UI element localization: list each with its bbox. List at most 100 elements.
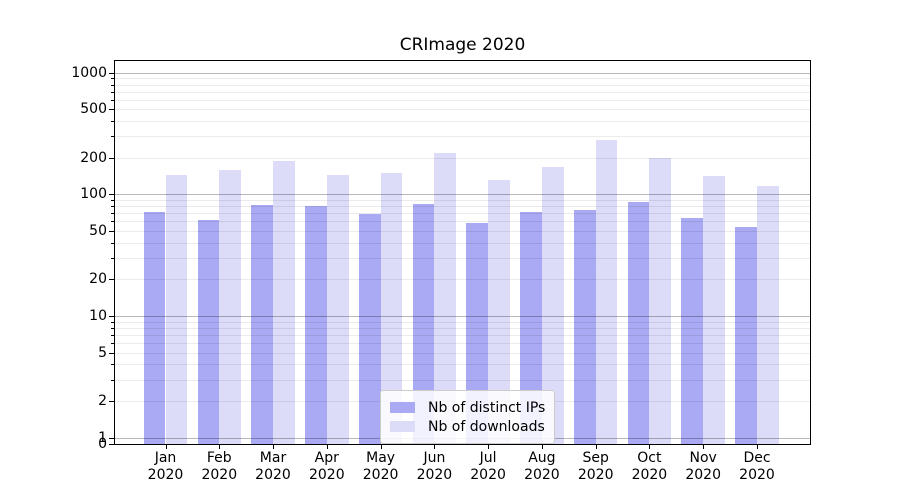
y-minor-tick-mark [111, 321, 114, 323]
bar-downloads-sep [595, 139, 618, 444]
y-tick-mark [109, 230, 114, 232]
month-year: 2020 [739, 467, 775, 483]
bar-distinct-ips-oct [627, 201, 650, 444]
month-label-jul: Jul 2020 [460, 450, 516, 484]
y-minor-tick-mark [111, 199, 114, 201]
y-minor-tick-mark [111, 213, 114, 215]
gridline-minor [115, 221, 810, 223]
x-tick-mark [757, 445, 758, 449]
bar-distinct-ips-mar [251, 204, 273, 444]
y-minor-tick-mark [111, 342, 114, 344]
month-label-nov: Nov 2020 [675, 450, 731, 484]
y-minor-tick-mark [111, 99, 114, 101]
gridline-minor [115, 321, 810, 323]
bar-distinct-ips-jan [143, 211, 166, 444]
y-tick-label: 1000 [71, 64, 107, 81]
month-name: Sep [582, 450, 609, 466]
y-tick-mark [109, 444, 114, 445]
month-label-mar: Mar 2020 [245, 450, 301, 484]
month-label-apr: Apr 2020 [299, 450, 355, 484]
month-year: 2020 [577, 467, 614, 483]
y-tick-label: 10 [89, 307, 107, 324]
y-minor-tick-mark [111, 121, 114, 123]
month-name: Oct [637, 450, 662, 466]
bar-distinct-ips-sep [573, 209, 596, 444]
gridline-minor [115, 199, 810, 201]
gridline-minor [115, 109, 810, 111]
month-name: Jun [423, 450, 446, 466]
gridline-minor [115, 352, 810, 354]
gridline-minor [115, 136, 810, 138]
gridline-minor [115, 279, 810, 281]
chart-title: CRImage 2020 [399, 35, 526, 55]
legend-label-distinct-ips: Nb of distinct IPs [428, 399, 546, 416]
y-minor-tick-mark [111, 327, 114, 329]
month-label-dec: Dec 2020 [729, 450, 785, 484]
y-tick-mark [109, 400, 114, 402]
gridline-minor [115, 213, 810, 215]
month-label-may: May 2020 [353, 450, 409, 484]
legend-item-downloads: Nb of downloads [390, 418, 545, 435]
y-minor-tick-mark [111, 334, 114, 336]
month-label-jun: Jun 2020 [406, 450, 462, 484]
y-tick-mark [109, 157, 114, 159]
month-year: 2020 [470, 467, 506, 483]
y-minor-tick-mark [111, 136, 114, 138]
gridline-minor [115, 78, 810, 80]
legend-item-distinct-ips: Nb of distinct IPs [390, 399, 545, 416]
bar-downloads-mar [273, 161, 295, 444]
month-name: May [366, 450, 396, 466]
month-name: Feb [206, 450, 232, 466]
y-tick-mark [109, 72, 114, 74]
month-name: Nov [689, 450, 717, 466]
month-label-sep: Sep 2020 [568, 450, 624, 484]
gridline-minor [115, 84, 810, 86]
gridline-major [115, 194, 810, 196]
y-minor-tick-mark [111, 91, 114, 93]
month-name: Jul [479, 450, 497, 466]
gridline-minor [115, 257, 810, 259]
gridline-major [115, 72, 810, 74]
bar-distinct-ips-dec [735, 226, 757, 444]
month-year: 2020 [308, 467, 345, 483]
month-year: 2020 [524, 467, 560, 483]
legend-swatch-downloads [390, 421, 415, 432]
x-tick-mark [595, 445, 597, 449]
bar-downloads-jun [434, 152, 457, 444]
month-year: 2020 [631, 467, 668, 483]
y-tick-label: 1 [98, 429, 107, 446]
y-tick-label: 200 [80, 149, 107, 166]
y-tick-label: 50 [89, 222, 107, 239]
x-tick-mark [541, 445, 543, 449]
bar-downloads-jan [165, 175, 188, 444]
bar-downloads-nov [703, 175, 725, 444]
gridline-minor [115, 206, 810, 208]
gridline-minor [115, 121, 810, 123]
month-year: 2020 [255, 467, 291, 483]
x-tick-mark [273, 445, 274, 449]
gridline-minor [115, 99, 810, 101]
gridline-minor [115, 334, 810, 336]
y-tick-label: 100 [80, 186, 107, 203]
bar-distinct-ips-nov [681, 217, 704, 444]
y-tick-label: 0 [98, 436, 107, 452]
month-name: Aug [528, 450, 556, 466]
month-name: Apr [314, 450, 339, 466]
y-minor-tick-mark [111, 84, 114, 86]
y-minor-tick-mark [111, 78, 114, 80]
month-name: Jan [154, 450, 177, 466]
y-tick-label: 20 [89, 271, 107, 288]
month-label-aug: Aug 2020 [514, 450, 570, 484]
x-tick-mark [703, 445, 705, 449]
bar-downloads-jul [488, 180, 510, 444]
y-minor-tick-mark [111, 364, 114, 366]
month-year: 2020 [201, 467, 238, 483]
legend-swatch-distinct-ips [390, 402, 415, 413]
gridline-minor [115, 230, 810, 232]
bar-distinct-ips-apr [305, 206, 327, 444]
bar-downloads-oct [649, 158, 672, 444]
bar-distinct-ips-jul [466, 223, 489, 444]
y-minor-tick-mark [111, 206, 114, 208]
y-tick-mark [109, 437, 114, 439]
